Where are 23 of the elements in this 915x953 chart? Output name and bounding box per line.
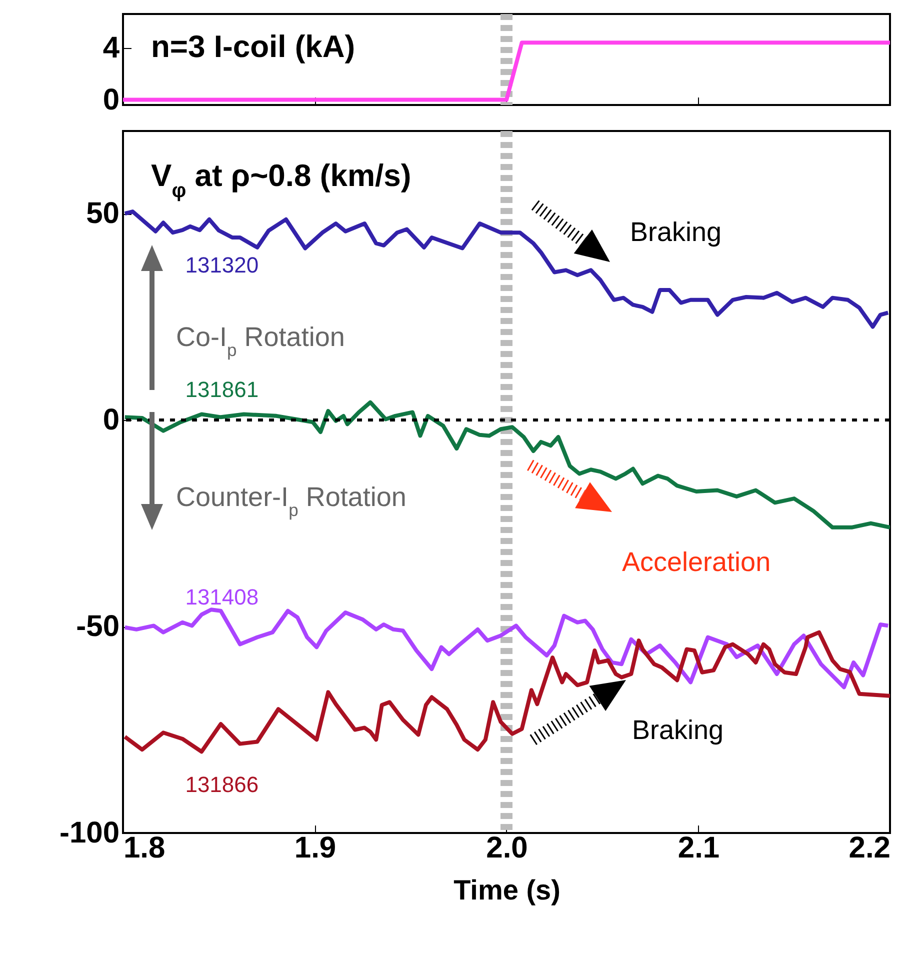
x-tick-label: 2.2 bbox=[848, 832, 890, 864]
annotation: Acceleration bbox=[622, 547, 771, 577]
y-tick-label: -100 bbox=[59, 816, 120, 850]
annotation: Braking bbox=[630, 217, 722, 247]
series-label: 131320 bbox=[185, 252, 259, 278]
x-axis-title: Time (s) bbox=[454, 874, 560, 906]
x-tick-label: 1.9 bbox=[294, 832, 336, 864]
x-tick-label: 1.8 bbox=[124, 832, 166, 864]
series-label: 131861 bbox=[185, 377, 259, 402]
x-tick-label: 2.0 bbox=[486, 832, 528, 864]
y-tick-label: 50 bbox=[86, 197, 120, 230]
annotation: Counter-I$_{p}$ Rotation bbox=[176, 482, 406, 520]
x-tick-label: 2.1 bbox=[678, 832, 720, 864]
annotation: Co-I$_{p}$ Rotation bbox=[176, 322, 345, 360]
y-tick-label: 0 bbox=[102, 404, 120, 437]
annotation: Braking bbox=[632, 715, 724, 745]
text: n=3 I-coil (kA) bbox=[151, 29, 356, 64]
y-tick-label: -50 bbox=[76, 610, 120, 644]
text: V$_{φ}$ at ρ~0.8 (km/s) bbox=[151, 158, 412, 202]
y-tick-label: 0 bbox=[102, 83, 120, 116]
y-tick-label: 4 bbox=[102, 31, 120, 64]
series-label: 131866 bbox=[185, 772, 259, 797]
series-label: 131408 bbox=[185, 584, 259, 610]
